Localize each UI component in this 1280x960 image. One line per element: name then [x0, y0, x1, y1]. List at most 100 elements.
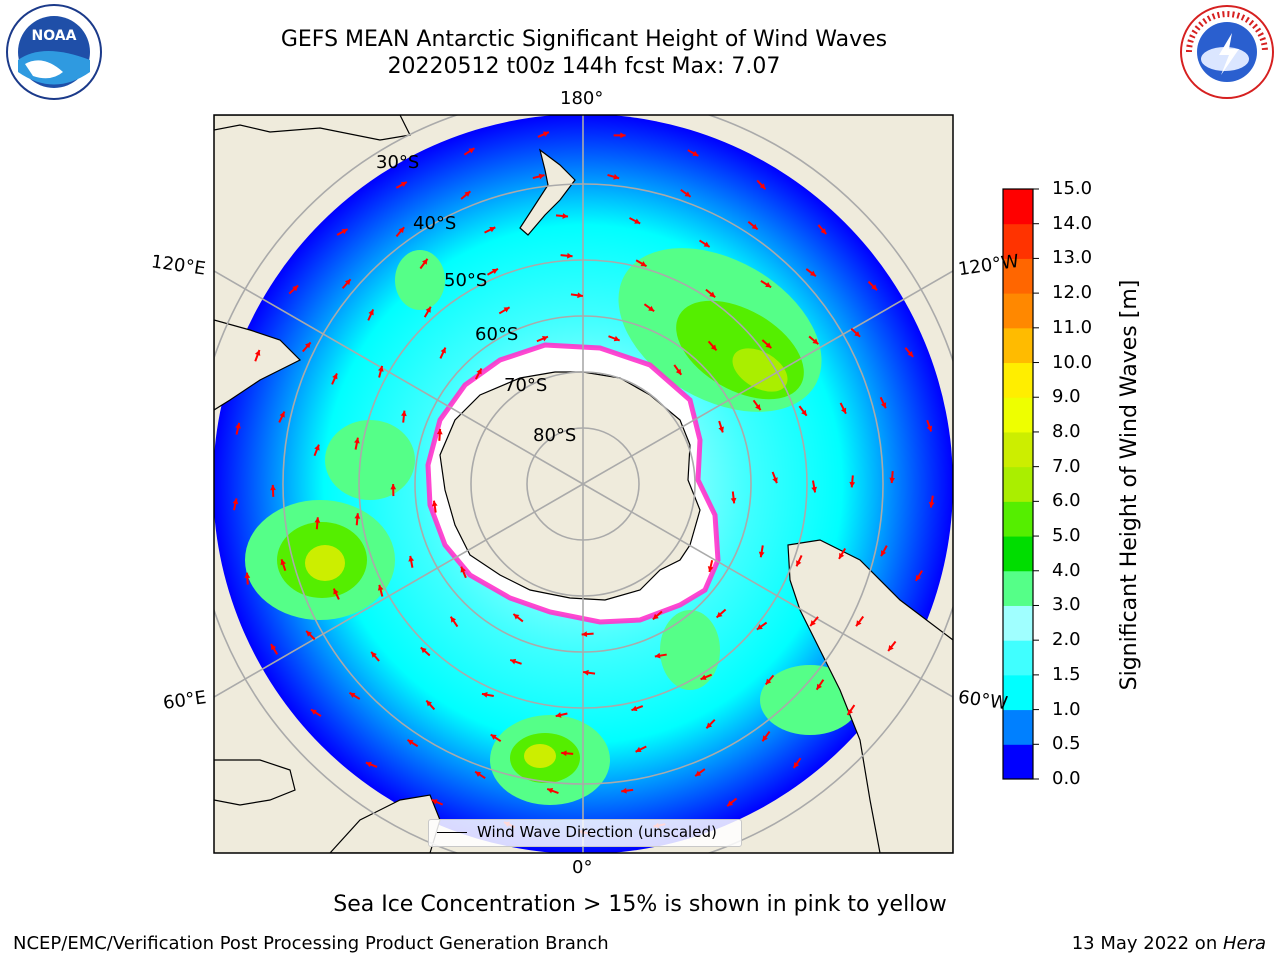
- wave-arrow-head: [756, 624, 763, 630]
- wave-arrow-head: [820, 228, 827, 235]
- lon-label-180: 180°: [560, 88, 604, 109]
- wave-arrow-head: [279, 411, 285, 418]
- colorbar-tick-label: 10.0: [1052, 351, 1093, 373]
- wave-arrow-head: [371, 651, 377, 658]
- wave-arrow-head: [751, 223, 758, 230]
- wave-arrow-head: [839, 552, 845, 559]
- wave-arrow-head: [270, 644, 277, 651]
- wave-arrow-head: [809, 270, 816, 277]
- colorbar-segment: [1003, 640, 1033, 676]
- wave-arrow-head: [491, 268, 498, 274]
- date-text: 13 May 2022 on: [1071, 933, 1223, 954]
- wave-arrow-head: [871, 284, 877, 291]
- colorbar-segment: [1003, 605, 1033, 641]
- colorbar-tick-label: 0.0: [1052, 768, 1081, 789]
- wave-arrow-head: [476, 368, 482, 375]
- wave-arrow-head: [772, 477, 778, 484]
- wave-arrow-head: [613, 174, 620, 180]
- colorbar-tick-label: 13.0: [1052, 247, 1093, 269]
- wave-arrow-head: [730, 497, 737, 504]
- wave-arrow-head: [475, 771, 482, 777]
- wave-arrow-head: [431, 500, 438, 507]
- map-frame: [213, 114, 954, 854]
- colorbar-tick-label: 6.0: [1052, 490, 1081, 512]
- wave-arrow-head: [481, 691, 488, 698]
- wave-arrow-head: [577, 292, 583, 299]
- wave-arrow-head: [422, 258, 428, 265]
- wave-arrow-head: [304, 342, 311, 349]
- wave-arrow-head: [440, 347, 446, 354]
- wave-arrow-head: [684, 191, 691, 197]
- wave-arrow-head: [567, 252, 573, 259]
- wave-arrow-head: [254, 349, 261, 356]
- wave-arrow-head: [398, 227, 405, 234]
- wave-arrow-head: [889, 477, 896, 484]
- wave-arrow-head: [581, 631, 588, 637]
- wave-arrow-head: [555, 712, 562, 718]
- wave-arrow-head: [310, 709, 317, 715]
- wave-arrow-head: [710, 344, 717, 351]
- madagascar: [214, 759, 296, 806]
- wave-arrow-head: [856, 620, 862, 627]
- wave-arrow-head: [706, 722, 713, 729]
- wave-arrow-head: [503, 307, 510, 313]
- africa: [329, 794, 441, 853]
- wave-arrow-head: [635, 746, 642, 753]
- colorbar-segment: [1003, 223, 1033, 259]
- wave-arrow-head: [880, 402, 887, 409]
- colorbar-tick-label: 11.0: [1052, 316, 1093, 338]
- colorbar-segment: [1003, 466, 1033, 502]
- wave-arrow-head: [450, 616, 457, 623]
- wave-arrow-head: [420, 647, 427, 654]
- colorbar-segment: [1003, 189, 1033, 225]
- wave-arrow-head: [390, 484, 397, 490]
- wave-arrow-head: [718, 426, 724, 433]
- wave-arrow-head: [332, 373, 338, 380]
- wave-arrow-head: [368, 309, 374, 316]
- wave-arrow-head: [431, 799, 438, 805]
- colorbar-tick-label: 1.0: [1052, 698, 1081, 720]
- wave-arrow-head: [888, 645, 894, 651]
- wave-arrow-head: [344, 279, 351, 286]
- antarctica-continent: [439, 371, 701, 601]
- lon-label-0: 0°: [572, 857, 593, 878]
- wave-arrow-head: [436, 428, 443, 435]
- colorbar-tick-label: 14.0: [1052, 212, 1093, 234]
- wave-arrow-head: [716, 611, 723, 618]
- wave-arrow-head: [562, 213, 568, 219]
- legend-line: [437, 832, 467, 833]
- wave-arrow-head: [796, 560, 802, 567]
- wave-arrow-head: [400, 181, 407, 188]
- map-area: [214, 115, 953, 853]
- chart-subtitle: 20220512 t00z 144h fcst Max: 7.07: [387, 54, 781, 79]
- wave-arrow-head: [460, 566, 466, 573]
- wave-arrow-head: [847, 708, 853, 715]
- wave-arrow-head: [583, 669, 589, 676]
- lat-label-40s: 40°S: [413, 213, 457, 234]
- wave-arrow-head: [675, 368, 682, 375]
- colorbar-tick-label: 1.5: [1052, 663, 1081, 685]
- wave-arrow-head: [621, 787, 627, 794]
- colorbar-tick-label: 2.0: [1052, 629, 1081, 651]
- colorbar-tick-label: 0.5: [1052, 733, 1081, 755]
- wave-arrow-head: [306, 630, 312, 637]
- colorbar-tick-label: 3.0: [1052, 594, 1081, 616]
- wave-arrow-head: [426, 700, 432, 707]
- lat-label-70s: 70°S: [504, 375, 548, 396]
- wave-arrow-head: [765, 282, 772, 288]
- wave-arrow-head: [849, 481, 856, 488]
- graticule: [214, 115, 953, 853]
- wave-arrow-head: [801, 409, 807, 416]
- new-zealand: [519, 148, 576, 236]
- wave-arrow-head: [620, 132, 626, 139]
- wave-arrow-head: [280, 559, 286, 566]
- wave-arrow-head: [541, 336, 548, 342]
- wave-arrow-head: [758, 551, 765, 558]
- australia-edge: [214, 319, 302, 411]
- colorbar-segment: [1003, 397, 1033, 433]
- wave-arrow-head: [314, 444, 320, 451]
- colorbar-tick-label: 12.0: [1052, 282, 1093, 304]
- noaa-logo: NOAA: [6, 4, 102, 100]
- wave-arrow-head: [378, 365, 384, 372]
